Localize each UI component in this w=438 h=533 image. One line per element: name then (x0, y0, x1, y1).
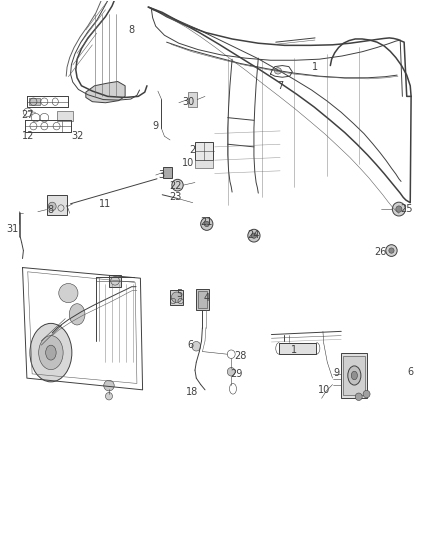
Ellipse shape (251, 233, 257, 238)
Text: 23: 23 (169, 192, 181, 203)
Polygon shape (86, 82, 125, 103)
Text: 26: 26 (374, 247, 387, 256)
Ellipse shape (392, 202, 406, 216)
Text: 10: 10 (318, 385, 330, 395)
Text: 25: 25 (400, 204, 413, 214)
Ellipse shape (59, 284, 78, 303)
Ellipse shape (355, 393, 362, 400)
Ellipse shape (204, 221, 209, 227)
Ellipse shape (227, 368, 235, 376)
Ellipse shape (396, 206, 402, 212)
Text: 9: 9 (152, 120, 159, 131)
Text: 11: 11 (99, 199, 112, 209)
Text: 5: 5 (176, 289, 182, 299)
Text: 31: 31 (7, 224, 19, 235)
Text: 9: 9 (333, 368, 339, 378)
Ellipse shape (351, 371, 357, 379)
Bar (109, 275, 121, 287)
Text: 6: 6 (187, 340, 194, 350)
Text: 8: 8 (48, 205, 54, 215)
Bar (343, 357, 365, 395)
Bar (196, 289, 208, 310)
Text: 4: 4 (204, 293, 210, 303)
Ellipse shape (39, 336, 63, 369)
Text: 3: 3 (158, 170, 164, 180)
Text: 12: 12 (21, 131, 34, 141)
Bar (195, 160, 213, 168)
Bar (46, 195, 67, 215)
Text: 30: 30 (182, 96, 194, 107)
Ellipse shape (30, 324, 72, 382)
Text: 29: 29 (230, 369, 243, 379)
Ellipse shape (48, 202, 56, 211)
Text: 1: 1 (291, 345, 297, 356)
Ellipse shape (389, 248, 394, 253)
Text: 10: 10 (182, 158, 194, 168)
Text: 1: 1 (312, 62, 318, 72)
Ellipse shape (348, 366, 361, 385)
Text: 22: 22 (169, 181, 182, 191)
Text: 6: 6 (407, 367, 413, 377)
Text: 28: 28 (234, 351, 246, 361)
Bar (57, 111, 73, 122)
Bar (195, 142, 213, 160)
Ellipse shape (363, 390, 370, 398)
Text: 2: 2 (190, 144, 196, 155)
Text: 24: 24 (248, 230, 260, 240)
Bar (29, 98, 40, 106)
Text: 18: 18 (186, 387, 198, 398)
Ellipse shape (104, 380, 114, 391)
Ellipse shape (275, 68, 282, 74)
Ellipse shape (386, 245, 397, 256)
Text: 8: 8 (129, 25, 135, 35)
Ellipse shape (201, 217, 213, 230)
Text: 7: 7 (277, 81, 283, 91)
Bar (187, 92, 197, 107)
Bar (198, 291, 207, 308)
Bar (341, 353, 367, 398)
Text: 27: 27 (21, 110, 34, 120)
Bar (170, 290, 183, 305)
Ellipse shape (248, 229, 260, 242)
Ellipse shape (69, 304, 85, 325)
Ellipse shape (171, 292, 182, 303)
Text: 32: 32 (71, 131, 83, 141)
Ellipse shape (192, 342, 201, 351)
Bar (163, 167, 172, 177)
Text: 21: 21 (201, 217, 213, 228)
Ellipse shape (46, 345, 56, 360)
Ellipse shape (106, 392, 113, 400)
Ellipse shape (172, 179, 183, 191)
Bar (279, 343, 316, 354)
